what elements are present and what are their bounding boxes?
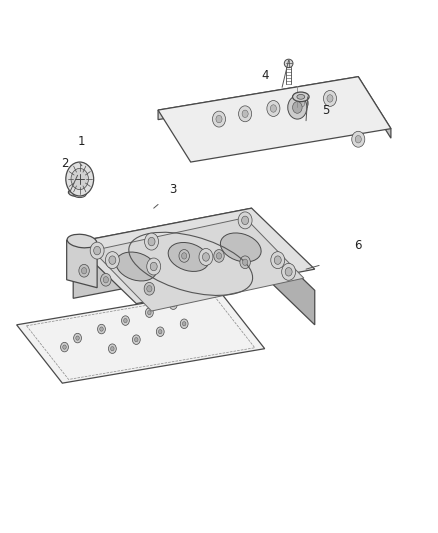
- Polygon shape: [358, 77, 391, 138]
- Circle shape: [60, 342, 68, 352]
- Ellipse shape: [68, 188, 87, 197]
- Circle shape: [299, 100, 305, 107]
- Circle shape: [282, 263, 296, 280]
- Circle shape: [109, 256, 116, 264]
- Circle shape: [355, 135, 361, 143]
- Circle shape: [216, 115, 222, 123]
- Circle shape: [285, 268, 292, 276]
- Circle shape: [145, 308, 153, 317]
- Circle shape: [111, 346, 114, 351]
- Circle shape: [323, 91, 336, 107]
- Circle shape: [239, 106, 252, 122]
- Circle shape: [183, 321, 186, 326]
- Circle shape: [212, 111, 226, 127]
- Circle shape: [147, 258, 161, 275]
- Polygon shape: [93, 217, 304, 311]
- Text: 1: 1: [78, 135, 86, 148]
- Circle shape: [150, 262, 157, 271]
- Ellipse shape: [297, 94, 305, 99]
- Ellipse shape: [116, 252, 157, 281]
- Circle shape: [240, 256, 251, 269]
- Circle shape: [243, 259, 248, 265]
- Polygon shape: [158, 77, 358, 119]
- Polygon shape: [158, 77, 391, 162]
- Circle shape: [295, 95, 308, 111]
- Circle shape: [94, 246, 101, 255]
- Circle shape: [288, 96, 307, 119]
- Circle shape: [145, 233, 159, 250]
- Circle shape: [271, 252, 285, 269]
- Circle shape: [100, 327, 103, 331]
- Circle shape: [66, 162, 94, 196]
- Circle shape: [63, 345, 66, 349]
- Ellipse shape: [73, 190, 86, 198]
- Ellipse shape: [168, 243, 209, 271]
- Circle shape: [98, 324, 106, 334]
- Circle shape: [202, 253, 209, 261]
- Circle shape: [270, 105, 276, 112]
- Circle shape: [71, 168, 88, 190]
- Circle shape: [134, 337, 138, 342]
- Circle shape: [159, 329, 162, 334]
- Circle shape: [109, 344, 116, 353]
- Text: 4: 4: [261, 69, 268, 82]
- Circle shape: [121, 316, 129, 325]
- Circle shape: [214, 249, 224, 262]
- Polygon shape: [73, 208, 315, 304]
- Circle shape: [242, 110, 248, 117]
- Circle shape: [172, 303, 175, 307]
- Polygon shape: [73, 208, 252, 298]
- Circle shape: [274, 256, 281, 264]
- Circle shape: [81, 268, 87, 274]
- Polygon shape: [27, 294, 255, 379]
- Circle shape: [106, 252, 119, 269]
- Text: 5: 5: [322, 103, 329, 117]
- Circle shape: [132, 335, 140, 344]
- Circle shape: [79, 264, 89, 277]
- Ellipse shape: [73, 190, 82, 195]
- Circle shape: [216, 253, 222, 259]
- Text: 3: 3: [170, 183, 177, 196]
- Ellipse shape: [220, 233, 261, 262]
- Circle shape: [148, 237, 155, 246]
- Circle shape: [124, 318, 127, 322]
- Ellipse shape: [293, 92, 309, 102]
- Circle shape: [74, 333, 81, 343]
- Polygon shape: [17, 290, 265, 383]
- Circle shape: [101, 273, 111, 286]
- Ellipse shape: [284, 59, 293, 68]
- Circle shape: [76, 336, 79, 340]
- Circle shape: [156, 327, 164, 336]
- Polygon shape: [252, 229, 315, 325]
- Circle shape: [90, 242, 104, 259]
- Circle shape: [180, 319, 188, 328]
- Circle shape: [238, 212, 252, 229]
- Circle shape: [327, 95, 333, 102]
- Circle shape: [147, 286, 152, 292]
- Circle shape: [352, 131, 365, 147]
- Ellipse shape: [67, 235, 97, 248]
- Circle shape: [293, 102, 302, 114]
- Circle shape: [103, 277, 109, 283]
- Circle shape: [170, 300, 177, 310]
- Polygon shape: [67, 240, 97, 288]
- Circle shape: [242, 216, 249, 224]
- Circle shape: [179, 249, 189, 262]
- Circle shape: [199, 248, 213, 265]
- Circle shape: [148, 311, 151, 315]
- Circle shape: [267, 101, 280, 116]
- Circle shape: [144, 282, 155, 295]
- Text: 2: 2: [61, 157, 68, 169]
- Circle shape: [182, 253, 187, 259]
- Text: 6: 6: [354, 239, 362, 252]
